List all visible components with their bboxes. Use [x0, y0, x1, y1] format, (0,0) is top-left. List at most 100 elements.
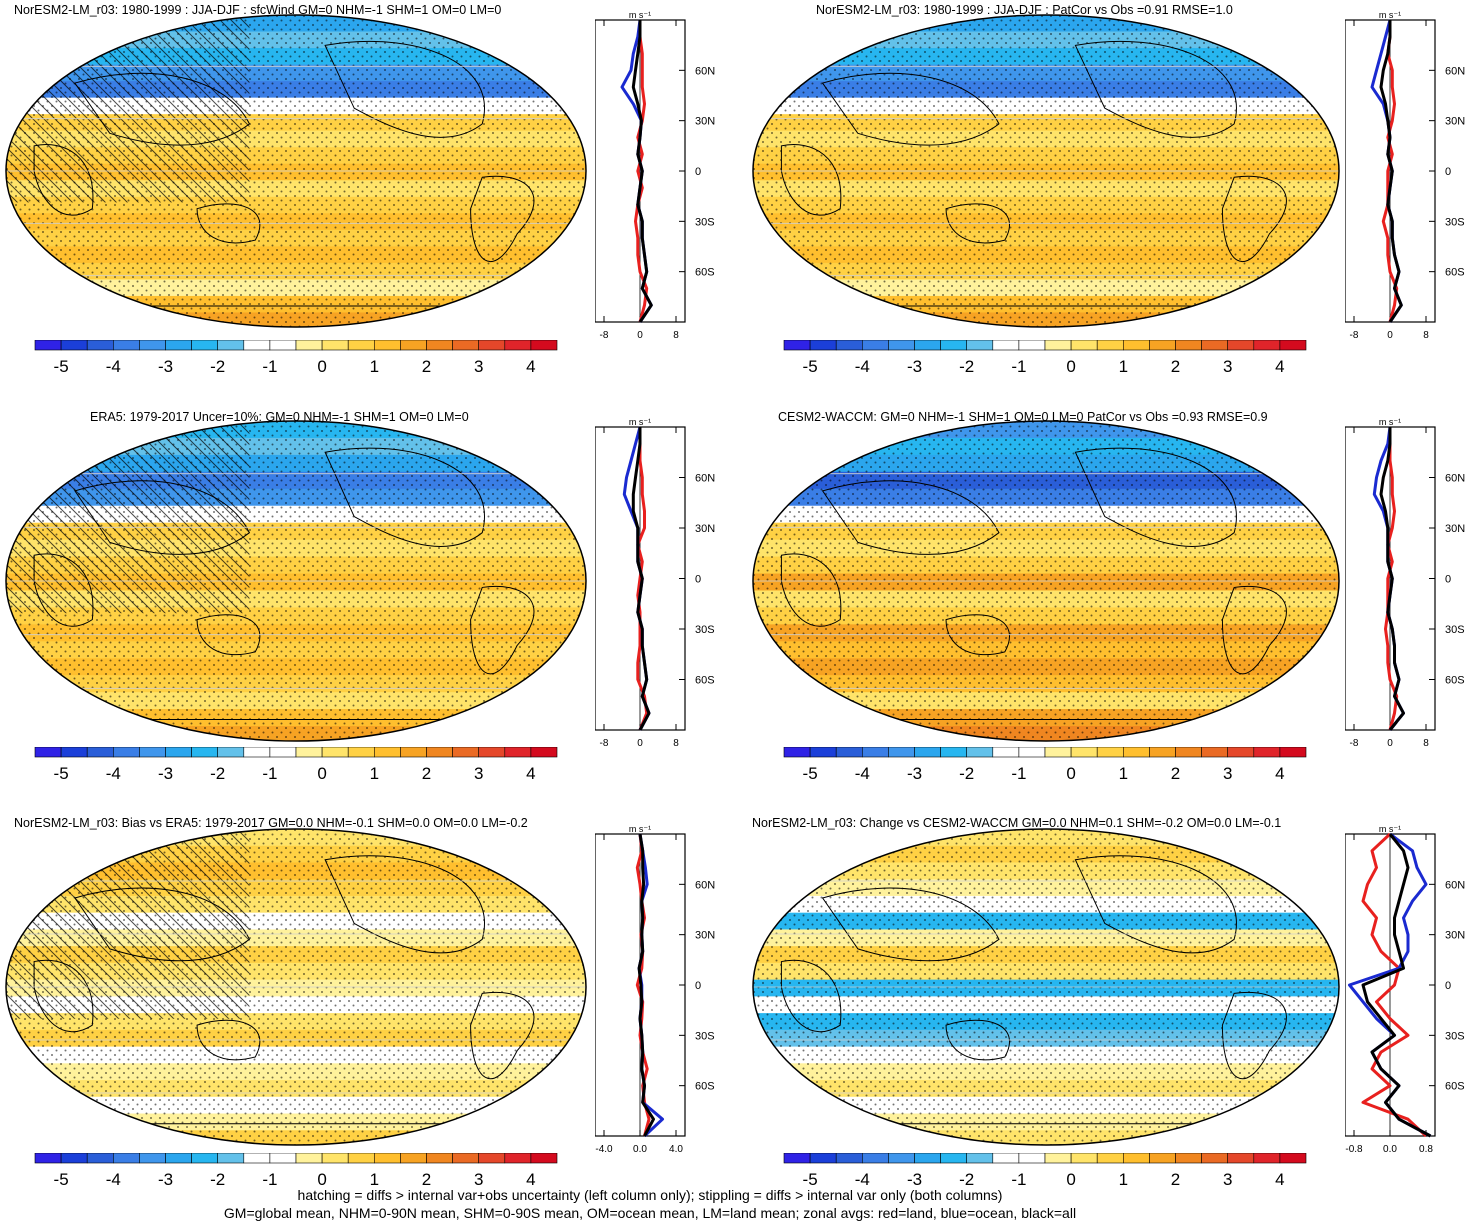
series-land: [636, 427, 649, 731]
colorbar-swatch: [426, 1153, 453, 1164]
colorbar-tick-label: -2: [210, 1170, 225, 1189]
colorbar-swatch: [243, 747, 271, 758]
colorbar-swatch: [1253, 747, 1281, 758]
colorbar-swatch: [243, 340, 271, 351]
colorbar-swatch: [165, 340, 192, 351]
colorbar-tick-label: -3: [158, 764, 173, 783]
lat-tick-label: 30S: [695, 1030, 715, 1042]
colorbar-swatch: [1018, 340, 1046, 351]
panel-era5: ERA5: 1979-2017 Uncer=10%: GM=0 NHM=-1 S…: [0, 407, 700, 807]
lat-tick-label: 30N: [695, 523, 715, 535]
panel-model-seasonal-change: NorESM2-LM_r03: 1980-1999 : JJA-DJF : sf…: [0, 0, 700, 400]
colorbar-swatch: [400, 340, 427, 351]
x-tick-label: -8: [600, 738, 609, 749]
colorbar-tick-label: 1: [370, 764, 379, 783]
colorbar-swatch: [1175, 340, 1202, 351]
colorbar-swatch: [914, 340, 941, 351]
colorbar-swatch: [86, 1153, 114, 1164]
world-map: [752, 14, 1340, 328]
footnote-line-2: GM=global mean, NHM=0-90N mean, SHM=0-90…: [223, 1205, 1077, 1221]
colorbar-swatch: [504, 1153, 532, 1164]
colorbar-swatch: [60, 747, 88, 758]
series-all: [1379, 427, 1405, 731]
colorbar-tick-label: 3: [474, 357, 483, 376]
colorbar-swatch: [321, 1153, 349, 1164]
colorbar-swatch: [269, 1153, 297, 1164]
colorbar-swatch: [1201, 340, 1229, 351]
colorbar-tick-label: 2: [1171, 1170, 1180, 1189]
colorbar-tick-label: -3: [158, 1170, 173, 1189]
colorbar-swatch: [478, 340, 506, 351]
lat-tick-label: 60S: [695, 675, 715, 687]
colorbar-tick-label: -3: [907, 764, 922, 783]
colorbar-swatch: [835, 340, 863, 351]
colorbar-swatch: [504, 747, 532, 758]
colorbar-swatch: [992, 340, 1020, 351]
series-land: [635, 833, 651, 1137]
colorbar-swatch: [400, 747, 427, 758]
colorbar-tick-label: 0: [1066, 1170, 1075, 1189]
lat-tick-label: 30S: [1445, 216, 1465, 228]
colorbar-tick-label: -5: [54, 357, 69, 376]
colorbar-swatch: [1201, 1153, 1229, 1164]
colorbar-swatch: [60, 1153, 88, 1164]
colorbar: -5-4-3-2-1012345: [34, 747, 558, 783]
lat-tick-label: 30S: [1445, 1030, 1465, 1042]
colorbar-swatch: [862, 747, 889, 758]
colorbar-swatch: [139, 340, 166, 351]
colorbar-swatch: [888, 340, 915, 351]
colorbar-swatch: [914, 1153, 941, 1164]
colorbar-swatch: [835, 1153, 863, 1164]
colorbar-tick-label: -3: [158, 357, 173, 376]
colorbar: -5-4-3-2-1012345: [34, 340, 558, 376]
x-tick-label: 8: [1423, 330, 1429, 341]
colorbar-swatch: [400, 1153, 427, 1164]
colorbar-swatch: [373, 340, 401, 351]
colorbar-swatch: [478, 747, 506, 758]
colorbar-swatch: [1070, 747, 1098, 758]
colorbar-swatch: [530, 340, 558, 351]
colorbar-swatch: [86, 340, 114, 351]
zonal-unit-label: m s⁻¹: [1379, 824, 1401, 834]
map-border: [752, 828, 1340, 1146]
colorbar-swatch: [1044, 1153, 1072, 1164]
colorbar-swatch: [1175, 747, 1202, 758]
colorbar-swatch: [191, 1153, 219, 1164]
colorbar-swatch: [1149, 747, 1176, 758]
colorbar-tick-label: -1: [1011, 357, 1026, 376]
colorbar-tick-label: 2: [422, 1170, 431, 1189]
x-tick-label: 8: [1423, 738, 1429, 749]
world-map: [5, 420, 587, 742]
colorbar-swatch: [1044, 340, 1072, 351]
world-map: [5, 14, 587, 328]
x-tick-label: 0: [637, 330, 643, 341]
colorbar-tick-label: 2: [1171, 764, 1180, 783]
colorbar-swatch: [347, 1153, 375, 1164]
colorbar-swatch: [217, 747, 245, 758]
lat-tick-label: 30N: [1445, 930, 1465, 942]
zonal-mean-plot: m s⁻¹ -8 0 8 60N 30N 0 30S 60S: [595, 10, 715, 341]
colorbar-tick-label: 1: [1119, 764, 1128, 783]
colorbar-tick-label: -4: [855, 1170, 870, 1189]
colorbar-swatch: [217, 340, 245, 351]
colorbar-swatch: [452, 340, 480, 351]
zonal-mean-plot: m s⁻¹ -8 0 8 60N 30N 0 30S 60S: [595, 417, 715, 749]
lat-tick-label: 0: [695, 166, 701, 178]
colorbar: -5-4-3-2-1012345: [34, 1153, 558, 1189]
colorbar-tick-label: 1: [370, 357, 379, 376]
colorbar-swatch: [34, 1153, 62, 1164]
footnote-line-1: hatching = diffs > internal var+obs unce…: [297, 1187, 1003, 1203]
zonal-unit-label: m s⁻¹: [629, 824, 651, 834]
lat-tick-label: 30N: [695, 930, 715, 942]
colorbar-tick-label: 4: [526, 357, 535, 376]
colorbar-tick-label: 4: [526, 764, 535, 783]
colorbar-swatch: [217, 1153, 245, 1164]
colorbar-tick-label: -1: [262, 357, 277, 376]
colorbar-swatch: [966, 747, 994, 758]
colorbar-swatch: [809, 747, 837, 758]
colorbar-swatch: [373, 747, 401, 758]
colorbar-swatch: [888, 747, 915, 758]
zonal-mean-plot: m s⁻¹ -4.0 0.0 4.0 60N 30N 0 30S 60S: [595, 824, 715, 1155]
colorbar-swatch: [1279, 747, 1307, 758]
colorbar: -5-4-3-2-1012345: [783, 747, 1307, 783]
